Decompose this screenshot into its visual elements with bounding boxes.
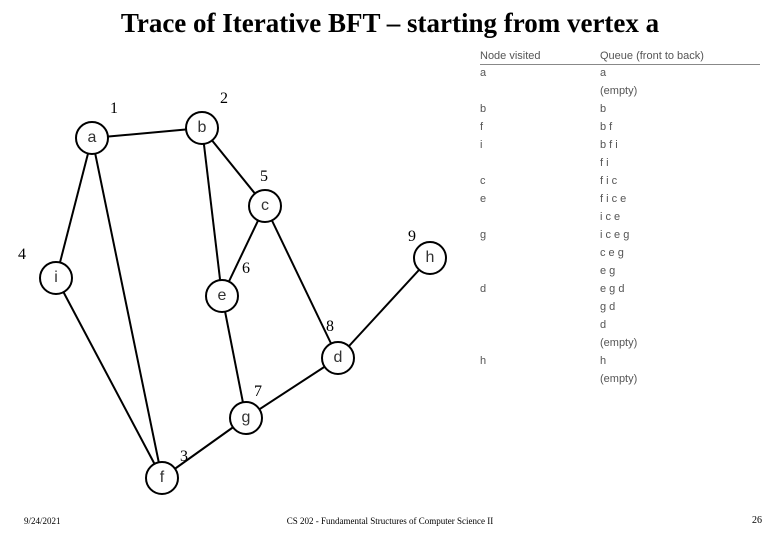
header-queue: Queue (front to back): [600, 50, 760, 62]
trace-body: aa(empty)bbfb fib f if icf i cef i c ei …: [480, 65, 760, 389]
header-node-visited: Node visited: [480, 50, 600, 62]
trace-cell-visited: [480, 265, 600, 279]
trace-row: bb: [480, 101, 760, 119]
trace-cell-queue: g d: [600, 301, 760, 315]
node-h: h: [413, 241, 447, 275]
trace-row: f i: [480, 155, 760, 173]
order-label-e: 6: [242, 260, 250, 278]
order-label-d: 8: [326, 318, 334, 336]
trace-row: i c e: [480, 209, 760, 227]
trace-cell-queue: a: [600, 67, 760, 81]
trace-cell-visited: [480, 211, 600, 225]
trace-row: (empty): [480, 83, 760, 101]
trace-row: e g: [480, 263, 760, 281]
trace-cell-queue: c e g: [600, 247, 760, 261]
footer-page-number: 26: [752, 515, 762, 526]
trace-cell-visited: e: [480, 193, 600, 207]
order-label-b: 2: [220, 90, 228, 108]
trace-cell-visited: a: [480, 67, 600, 81]
trace-cell-visited: g: [480, 229, 600, 243]
trace-cell-queue: h: [600, 355, 760, 369]
trace-cell-visited: [480, 373, 600, 387]
trace-cell-visited: i: [480, 139, 600, 153]
trace-row: hh: [480, 353, 760, 371]
node-i: i: [39, 261, 73, 295]
order-label-g: 7: [254, 383, 262, 401]
trace-cell-queue: e g: [600, 265, 760, 279]
trace-cell-queue: (empty): [600, 373, 760, 387]
node-a: a: [75, 121, 109, 155]
trace-cell-queue: e g d: [600, 283, 760, 297]
trace-cell-queue: f i c e: [600, 193, 760, 207]
trace-cell-visited: [480, 301, 600, 315]
order-label-f: 3: [180, 448, 188, 466]
trace-row: ef i c e: [480, 191, 760, 209]
trace-row: c e g: [480, 245, 760, 263]
trace-row: aa: [480, 65, 760, 83]
trace-cell-visited: b: [480, 103, 600, 117]
trace-cell-queue: d: [600, 319, 760, 333]
edge-b-e: [202, 128, 222, 296]
edge-a-f: [92, 138, 162, 478]
trace-cell-queue: (empty): [600, 337, 760, 351]
trace-row: fb f: [480, 119, 760, 137]
trace-row: cf i c: [480, 173, 760, 191]
node-e: e: [205, 279, 239, 313]
order-label-c: 5: [260, 168, 268, 186]
edge-a-i: [56, 138, 92, 278]
order-label-a: 1: [110, 100, 118, 118]
trace-cell-queue: b f: [600, 121, 760, 135]
trace-row: g d: [480, 299, 760, 317]
node-f: f: [145, 461, 179, 495]
edge-d-h: [338, 258, 430, 358]
trace-cell-queue: b f i: [600, 139, 760, 153]
trace-cell-queue: i c e: [600, 211, 760, 225]
footer-course: CS 202 - Fundamental Structures of Compu…: [0, 516, 780, 526]
trace-cell-visited: h: [480, 355, 600, 369]
graph-diagram: a1 b2 c 5 h9 i4 e6 d 8 g7 f3: [10, 48, 470, 498]
node-d: d: [321, 341, 355, 375]
trace-row: d: [480, 317, 760, 335]
trace-cell-visited: [480, 157, 600, 171]
trace-cell-queue: i c e g: [600, 229, 760, 243]
trace-header-row: Node visited Queue (front to back): [480, 50, 760, 65]
order-label-h: 9: [408, 228, 416, 246]
trace-row: ib f i: [480, 137, 760, 155]
trace-cell-visited: d: [480, 283, 600, 297]
page-title: Trace of Iterative BFT – starting from v…: [0, 8, 780, 39]
node-b: b: [185, 111, 219, 145]
trace-cell-visited: c: [480, 175, 600, 189]
trace-cell-visited: [480, 337, 600, 351]
trace-cell-visited: [480, 319, 600, 333]
trace-cell-visited: f: [480, 121, 600, 135]
trace-cell-queue: f i: [600, 157, 760, 171]
trace-cell-queue: f i c: [600, 175, 760, 189]
trace-row: gi c e g: [480, 227, 760, 245]
trace-cell-visited: [480, 85, 600, 99]
trace-table: Node visited Queue (front to back) aa(em…: [480, 50, 760, 389]
edge-e-g: [222, 296, 246, 418]
node-c: c: [248, 189, 282, 223]
order-label-i: 4: [18, 246, 26, 264]
edge-i-f: [56, 278, 162, 478]
trace-cell-visited: [480, 247, 600, 261]
trace-row: (empty): [480, 371, 760, 389]
node-g: g: [229, 401, 263, 435]
trace-cell-queue: b: [600, 103, 760, 117]
trace-cell-queue: (empty): [600, 85, 760, 99]
trace-row: de g d: [480, 281, 760, 299]
trace-row: (empty): [480, 335, 760, 353]
